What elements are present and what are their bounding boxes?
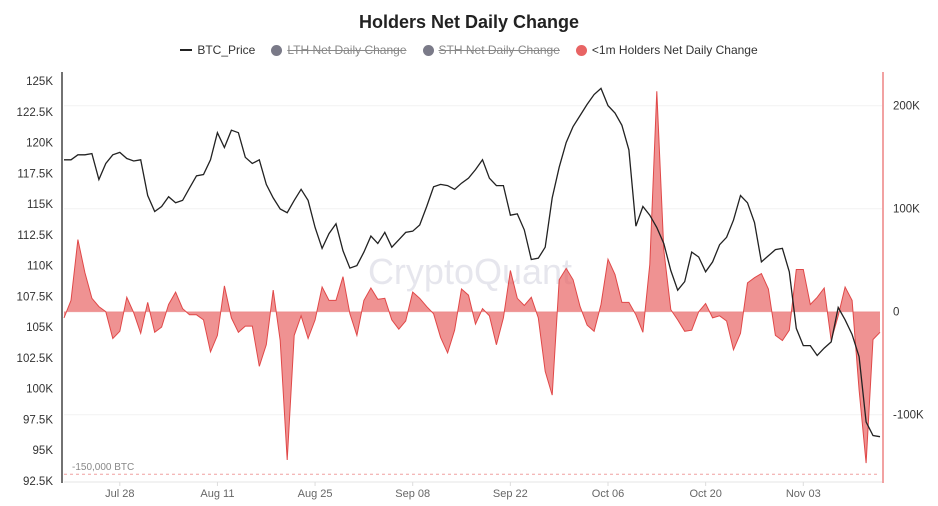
dot-marker-icon	[422, 44, 434, 56]
y-right-tick-label: 0	[893, 307, 899, 319]
y-left-tick-label: 112.5K	[17, 230, 53, 242]
dot-marker-icon	[575, 44, 587, 56]
legend-label: STH Net Daily Change	[438, 43, 560, 57]
legend-label: <1m Holders Net Daily Change	[591, 43, 758, 57]
line-marker-icon	[180, 49, 193, 51]
y-left-tick-label: 115K	[27, 199, 53, 211]
legend-label: BTC_Price	[197, 43, 256, 57]
y-left-tick-label: 107.5K	[17, 291, 54, 303]
legend-label: LTH Net Daily Change	[287, 43, 407, 57]
x-tick-label: Jul 28	[105, 488, 134, 500]
y-right-tick-label: 100K	[893, 204, 920, 216]
y-left-tick-label: 122.5K	[17, 107, 54, 119]
legend-item-btc-price[interactable]: BTC_Price	[180, 43, 255, 57]
x-tick-label: Sep 08	[395, 488, 430, 500]
x-tick-label: Sep 22	[493, 488, 528, 500]
dot-marker-icon	[271, 44, 283, 56]
reference-line-label: -150,000 BTC	[72, 462, 134, 473]
x-tick-label: Aug 25	[298, 488, 333, 500]
net-change-line	[63, 91, 881, 464]
x-tick-label: Oct 20	[689, 488, 721, 500]
legend: BTC_Price LTH Net Daily Change STH Net D…	[0, 43, 938, 57]
y-left-tick-label: 95K	[33, 445, 54, 457]
legend-item-lth[interactable]: LTH Net Daily Change	[271, 43, 407, 57]
btc-price-line	[64, 87, 881, 438]
y-left-tick-label: 92.5K	[23, 476, 53, 488]
watermark: CryptoQuant	[368, 251, 572, 292]
y-right-tick-label: -100K	[893, 410, 924, 422]
y-left-tick-label: 125K	[26, 76, 53, 88]
y-right-tick-label: 200K	[893, 101, 920, 113]
y-left-tick-label: 120K	[26, 138, 53, 150]
x-tick-label: Aug 11	[200, 488, 234, 500]
y-left-tick-label: 117.5K	[17, 168, 53, 180]
legend-item-1m-holders[interactable]: <1m Holders Net Daily Change	[575, 43, 758, 57]
legend-item-sth[interactable]: STH Net Daily Change	[422, 43, 560, 57]
chart-title: Holders Net Daily Change	[358, 12, 580, 32]
y-left-tick-label: 97.5K	[23, 414, 53, 426]
y-left-tick-label: 105K	[26, 322, 53, 334]
y-left-tick-label: 102.5K	[17, 353, 54, 365]
y-left-tick-label: 110K	[27, 261, 53, 273]
y-left-tick-label: 100K	[26, 384, 53, 396]
x-tick-label: Nov 03	[786, 488, 821, 500]
x-tick-label: Oct 06	[592, 488, 624, 500]
